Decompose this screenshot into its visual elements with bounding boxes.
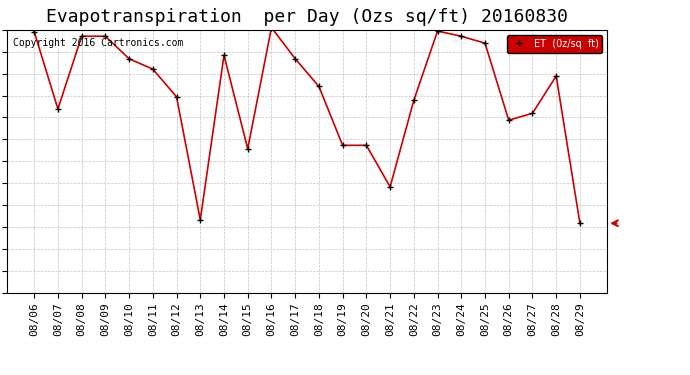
Line: ET  (0z/sq  ft): ET (0z/sq ft)	[31, 24, 583, 227]
ET  (0z/sq  ft)	[77, 34, 86, 39]
Text: Copyright 2016 Cartronics.com: Copyright 2016 Cartronics.com	[13, 38, 184, 48]
ET  (0z/sq  ft)	[410, 98, 418, 102]
ET  (0z/sq  ft)	[315, 84, 323, 89]
ET  (0z/sq  ft)	[457, 34, 466, 39]
ET  (0z/sq  ft)	[504, 118, 513, 123]
ET  (0z/sq  ft)	[101, 34, 110, 39]
ET  (0z/sq  ft)	[552, 74, 560, 78]
ET  (0z/sq  ft)	[291, 57, 299, 61]
ET  (0z/sq  ft)	[220, 53, 228, 57]
ET  (0z/sq  ft)	[386, 184, 394, 189]
Title: Evapotranspiration  per Day (Ozs sq/ft) 20160830: Evapotranspiration per Day (Ozs sq/ft) 2…	[46, 8, 568, 26]
ET  (0z/sq  ft)	[148, 67, 157, 71]
ET  (0z/sq  ft)	[172, 94, 181, 99]
ET  (0z/sq  ft)	[196, 217, 204, 222]
ET  (0z/sq  ft)	[54, 107, 62, 111]
ET  (0z/sq  ft)	[481, 41, 489, 45]
ET  (0z/sq  ft)	[529, 111, 537, 116]
ET  (0z/sq  ft)	[575, 221, 584, 225]
ET  (0z/sq  ft)	[362, 143, 371, 148]
ET  (0z/sq  ft)	[433, 29, 442, 33]
ET  (0z/sq  ft)	[267, 26, 275, 30]
ET  (0z/sq  ft)	[244, 147, 252, 151]
Legend: ET  (0z/sq  ft): ET (0z/sq ft)	[507, 35, 602, 52]
ET  (0z/sq  ft)	[339, 143, 347, 148]
ET  (0z/sq  ft)	[125, 57, 133, 61]
ET  (0z/sq  ft)	[30, 30, 39, 34]
